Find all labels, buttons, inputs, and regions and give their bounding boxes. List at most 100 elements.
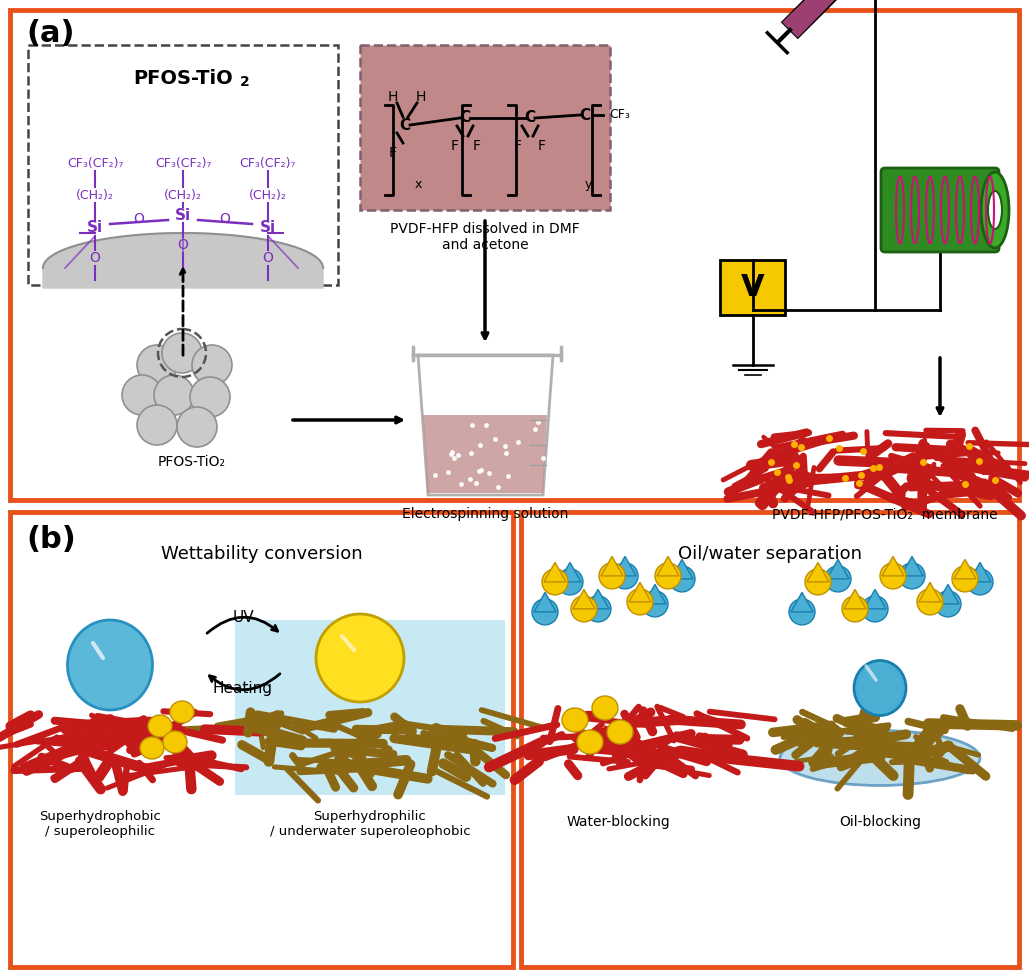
Text: CF₃: CF₃	[609, 108, 631, 122]
Polygon shape	[782, 0, 854, 38]
Ellipse shape	[542, 568, 568, 595]
Ellipse shape	[140, 737, 164, 759]
Ellipse shape	[577, 730, 603, 754]
Text: F: F	[473, 139, 481, 153]
Ellipse shape	[562, 708, 588, 732]
Text: O: O	[178, 238, 188, 252]
Text: Oil/water separation: Oil/water separation	[678, 545, 862, 563]
Bar	[235, 620, 505, 795]
Bar	[10, 10, 1019, 500]
Text: (a): (a)	[26, 19, 74, 48]
Ellipse shape	[642, 591, 668, 617]
Ellipse shape	[899, 563, 925, 589]
Text: PVDF-HFP dissolved in DMF
and acetone: PVDF-HFP dissolved in DMF and acetone	[390, 222, 580, 253]
Polygon shape	[969, 563, 991, 582]
Ellipse shape	[935, 591, 961, 617]
Polygon shape	[534, 593, 556, 612]
Text: F: F	[389, 146, 397, 160]
Ellipse shape	[880, 563, 906, 589]
Circle shape	[190, 377, 230, 417]
Ellipse shape	[917, 589, 943, 615]
Polygon shape	[827, 560, 849, 579]
Text: x: x	[415, 178, 422, 191]
Text: Electrospinning solution: Electrospinning solution	[401, 507, 568, 521]
Text: Oil-blocking: Oil-blocking	[839, 815, 921, 829]
Ellipse shape	[952, 566, 978, 592]
Ellipse shape	[607, 720, 633, 744]
Polygon shape	[418, 355, 553, 495]
Ellipse shape	[854, 660, 906, 716]
Polygon shape	[807, 563, 829, 582]
Circle shape	[192, 345, 232, 385]
Ellipse shape	[981, 172, 1009, 248]
Bar	[521, 512, 1019, 967]
Text: (b): (b)	[26, 525, 76, 554]
Text: C: C	[399, 118, 411, 133]
Ellipse shape	[586, 596, 611, 622]
Text: Wettability conversion: Wettability conversion	[162, 545, 363, 563]
Polygon shape	[644, 584, 666, 604]
Polygon shape	[587, 590, 609, 609]
Ellipse shape	[789, 599, 815, 625]
Polygon shape	[573, 590, 595, 609]
Ellipse shape	[627, 589, 653, 615]
Polygon shape	[601, 557, 623, 576]
Bar	[360, 45, 610, 210]
Ellipse shape	[780, 730, 980, 786]
Ellipse shape	[805, 568, 831, 595]
Ellipse shape	[557, 568, 583, 595]
Polygon shape	[629, 582, 651, 602]
Text: Si: Si	[86, 220, 103, 236]
Polygon shape	[919, 582, 942, 602]
Text: V: V	[741, 273, 765, 302]
Circle shape	[122, 375, 162, 415]
Text: O: O	[134, 212, 144, 226]
Text: Water-blocking: Water-blocking	[566, 815, 670, 829]
Circle shape	[162, 333, 202, 373]
Polygon shape	[423, 415, 547, 493]
Text: 2: 2	[240, 75, 250, 89]
Text: O: O	[219, 212, 230, 226]
Text: (CH₂)₂: (CH₂)₂	[164, 188, 202, 202]
Ellipse shape	[967, 568, 993, 595]
Ellipse shape	[316, 614, 404, 702]
Polygon shape	[954, 560, 977, 579]
Ellipse shape	[571, 596, 597, 622]
Bar	[28, 45, 338, 285]
Text: y: y	[584, 178, 592, 191]
Polygon shape	[864, 590, 886, 609]
Polygon shape	[937, 584, 959, 604]
Polygon shape	[657, 557, 679, 576]
Text: Superhydrophobic
/ superoleophilic: Superhydrophobic / superoleophilic	[39, 810, 161, 838]
Bar	[720, 260, 785, 315]
Text: H: H	[416, 90, 426, 104]
Ellipse shape	[68, 620, 152, 710]
Polygon shape	[671, 560, 694, 579]
Ellipse shape	[592, 696, 618, 720]
Text: (CH₂)₂: (CH₂)₂	[249, 188, 287, 202]
Polygon shape	[791, 593, 813, 612]
Text: C: C	[459, 110, 470, 126]
Polygon shape	[544, 563, 566, 582]
Text: CF₃(CF₂)₇: CF₃(CF₂)₇	[240, 157, 296, 170]
Ellipse shape	[988, 191, 1002, 229]
Text: F: F	[514, 139, 522, 153]
Text: Heating: Heating	[213, 681, 273, 695]
Text: PFOS-TiO: PFOS-TiO	[133, 68, 233, 88]
Bar	[10, 512, 513, 967]
Text: Superhydrophilic
/ underwater superoleophobic: Superhydrophilic / underwater superoleop…	[270, 810, 470, 838]
Text: C: C	[579, 107, 591, 123]
Polygon shape	[614, 557, 636, 576]
Text: (CH₂)₂: (CH₂)₂	[76, 188, 114, 202]
Text: C: C	[525, 110, 535, 126]
Text: CF₃(CF₂)₇: CF₃(CF₂)₇	[154, 157, 211, 170]
Ellipse shape	[148, 715, 172, 737]
Text: Si: Si	[260, 220, 276, 236]
Text: PVDF-HFP/PFOS-TiO₂  membrane: PVDF-HFP/PFOS-TiO₂ membrane	[772, 507, 998, 521]
Circle shape	[137, 345, 177, 385]
Polygon shape	[782, 0, 854, 38]
Text: H: H	[388, 90, 398, 104]
Polygon shape	[882, 557, 904, 576]
Circle shape	[177, 407, 217, 447]
Ellipse shape	[669, 566, 695, 592]
